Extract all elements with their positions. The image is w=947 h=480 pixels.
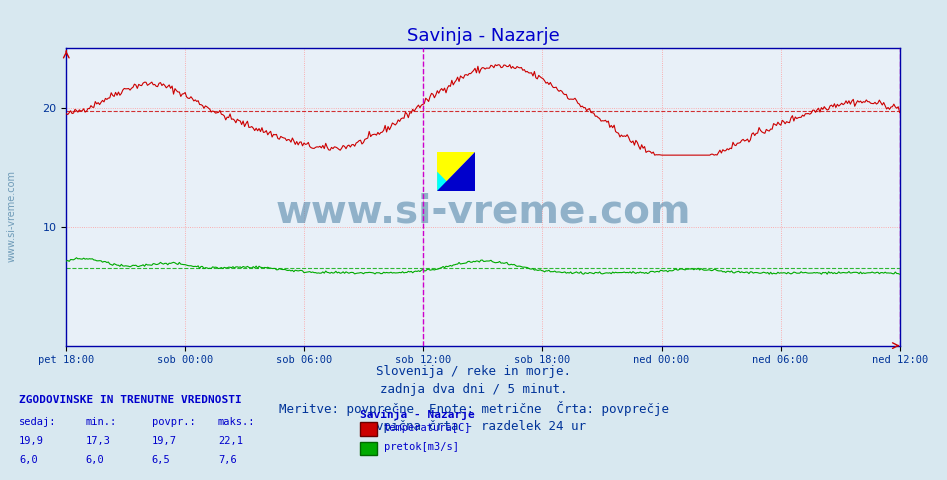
- Text: sedaj:: sedaj:: [19, 417, 57, 427]
- Text: zadnja dva dni / 5 minut.: zadnja dva dni / 5 minut.: [380, 383, 567, 396]
- Text: www.si-vreme.com: www.si-vreme.com: [7, 170, 16, 262]
- Text: temperatura[C]: temperatura[C]: [384, 423, 471, 433]
- Text: 22,1: 22,1: [218, 436, 242, 446]
- Text: 7,6: 7,6: [218, 455, 237, 465]
- Text: 6,0: 6,0: [85, 455, 104, 465]
- Text: www.si-vreme.com: www.si-vreme.com: [276, 192, 690, 231]
- Text: 17,3: 17,3: [85, 436, 110, 446]
- Polygon shape: [438, 153, 475, 191]
- Text: pretok[m3/s]: pretok[m3/s]: [384, 442, 458, 452]
- Title: Savinja - Nazarje: Savinja - Nazarje: [406, 27, 560, 45]
- Text: Slovenija / reke in morje.: Slovenija / reke in morje.: [376, 365, 571, 378]
- Polygon shape: [438, 153, 475, 191]
- Text: 6,5: 6,5: [152, 455, 170, 465]
- Text: 19,7: 19,7: [152, 436, 176, 446]
- Text: ZGODOVINSKE IN TRENUTNE VREDNOSTI: ZGODOVINSKE IN TRENUTNE VREDNOSTI: [19, 395, 241, 405]
- Text: 6,0: 6,0: [19, 455, 38, 465]
- Text: 19,9: 19,9: [19, 436, 44, 446]
- Text: navpična črta - razdelek 24 ur: navpična črta - razdelek 24 ur: [361, 420, 586, 432]
- Text: povpr.:: povpr.:: [152, 417, 195, 427]
- Text: Meritve: povprečne  Enote: metrične  Črta: povprečje: Meritve: povprečne Enote: metrične Črta:…: [278, 401, 669, 416]
- Text: Savinja - Nazarje: Savinja - Nazarje: [360, 408, 474, 420]
- Text: min.:: min.:: [85, 417, 116, 427]
- Text: maks.:: maks.:: [218, 417, 256, 427]
- Polygon shape: [438, 172, 456, 191]
